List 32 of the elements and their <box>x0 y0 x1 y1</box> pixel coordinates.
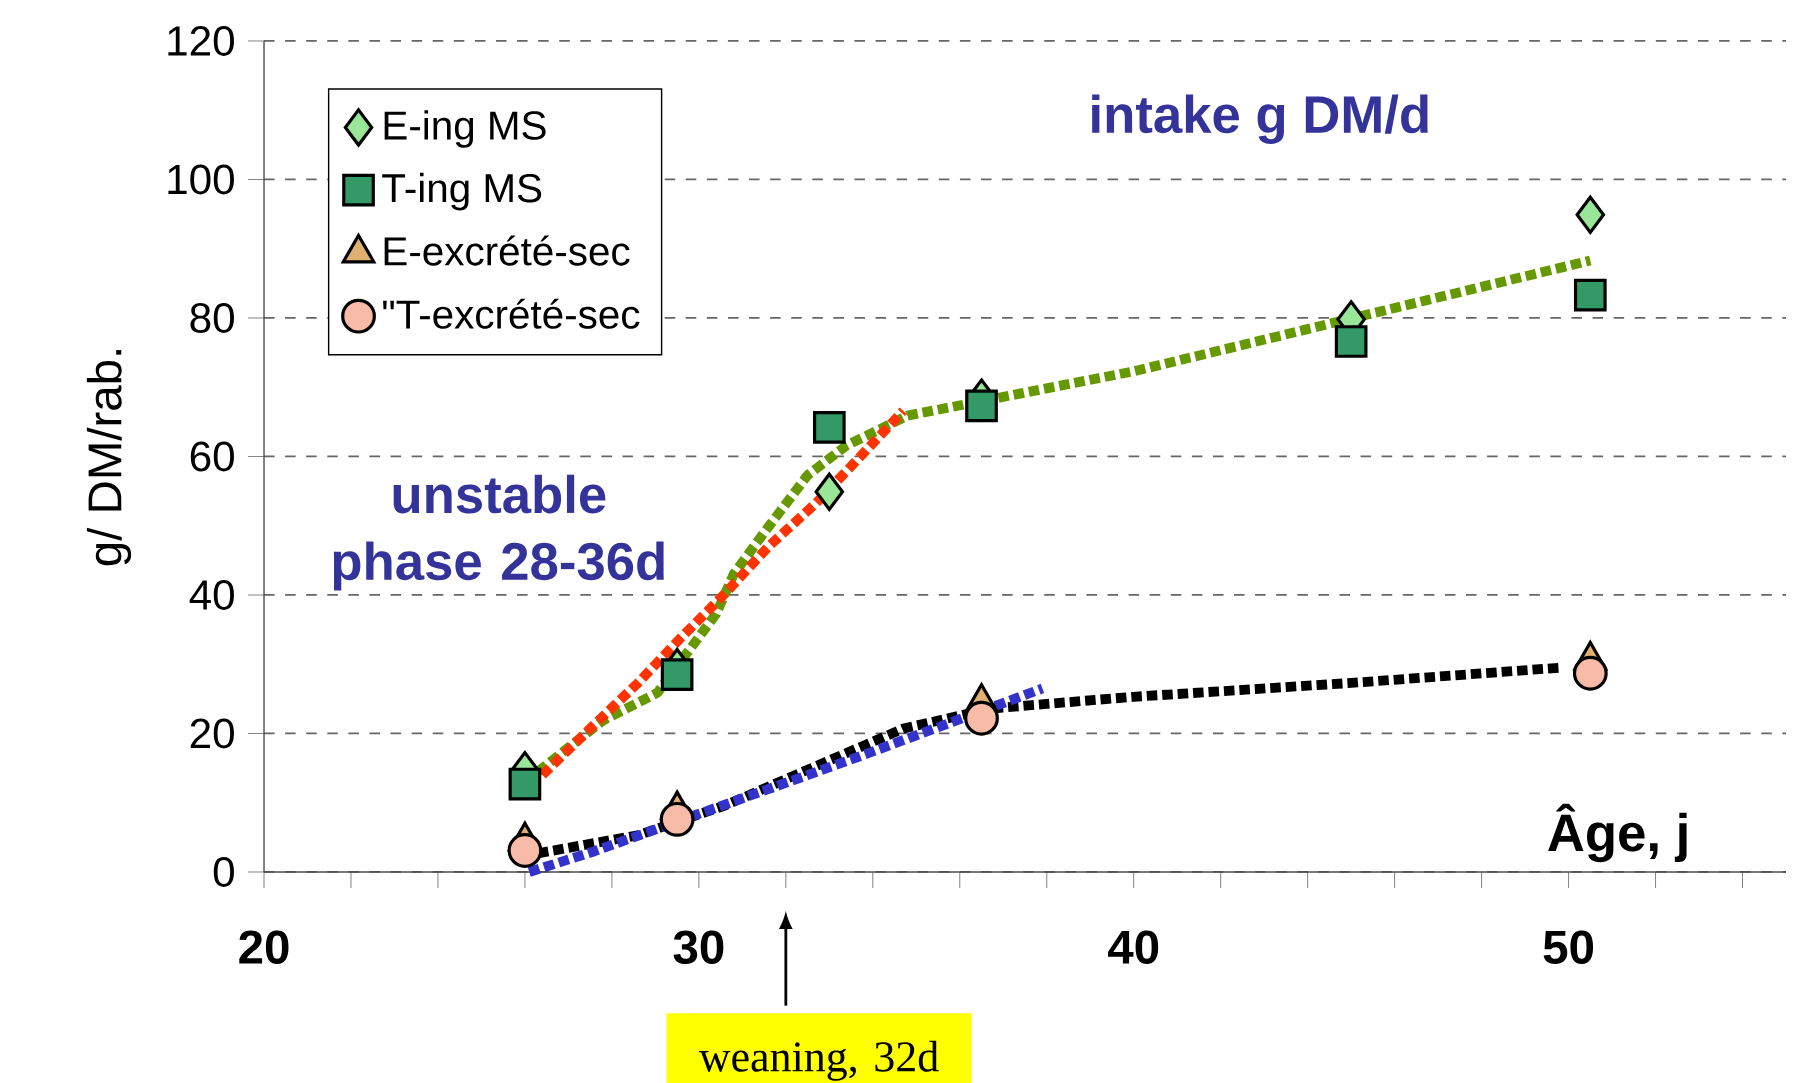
x-tick-label: 20 <box>239 930 289 964</box>
y-tick-label: 100 <box>168 164 234 195</box>
legend-label: T-ing MS <box>382 172 542 211</box>
point <box>812 411 846 444</box>
point <box>659 801 695 837</box>
point <box>814 472 845 511</box>
point <box>965 389 998 423</box>
y-tick-label: 80 <box>190 303 234 333</box>
point <box>1334 325 1368 358</box>
y-axis-title: g/ DM/rab. <box>86 350 132 566</box>
annotation: intake g DM/d <box>1092 94 1428 144</box>
x-tick-label: 50 <box>1543 930 1594 964</box>
legend-label: E-ing MS <box>384 110 546 148</box>
y-tick-label: 60 <box>190 441 234 472</box>
x-axis-title: Âge, j <box>1548 803 1687 863</box>
y-tick-label: 20 <box>190 718 234 749</box>
y-tick-label: 40 <box>189 580 234 610</box>
point <box>1575 195 1606 234</box>
x-tick-label: 30 <box>673 930 724 965</box>
point <box>1572 655 1608 691</box>
annotation: unstable phase 28-36d <box>333 474 664 591</box>
point <box>508 767 542 801</box>
x-tick-label: 40 <box>1108 930 1159 964</box>
y-tick-label: 120 <box>168 26 234 56</box>
point <box>507 833 543 868</box>
point <box>660 658 694 691</box>
legend-label: "T-excrété-sec <box>383 298 640 329</box>
point <box>1573 278 1607 312</box>
point <box>964 700 999 736</box>
y-tick-label: 0 <box>213 857 234 887</box>
legend-label: E-excrété-sec <box>384 235 630 266</box>
text: weaning, 32d <box>698 1040 939 1081</box>
